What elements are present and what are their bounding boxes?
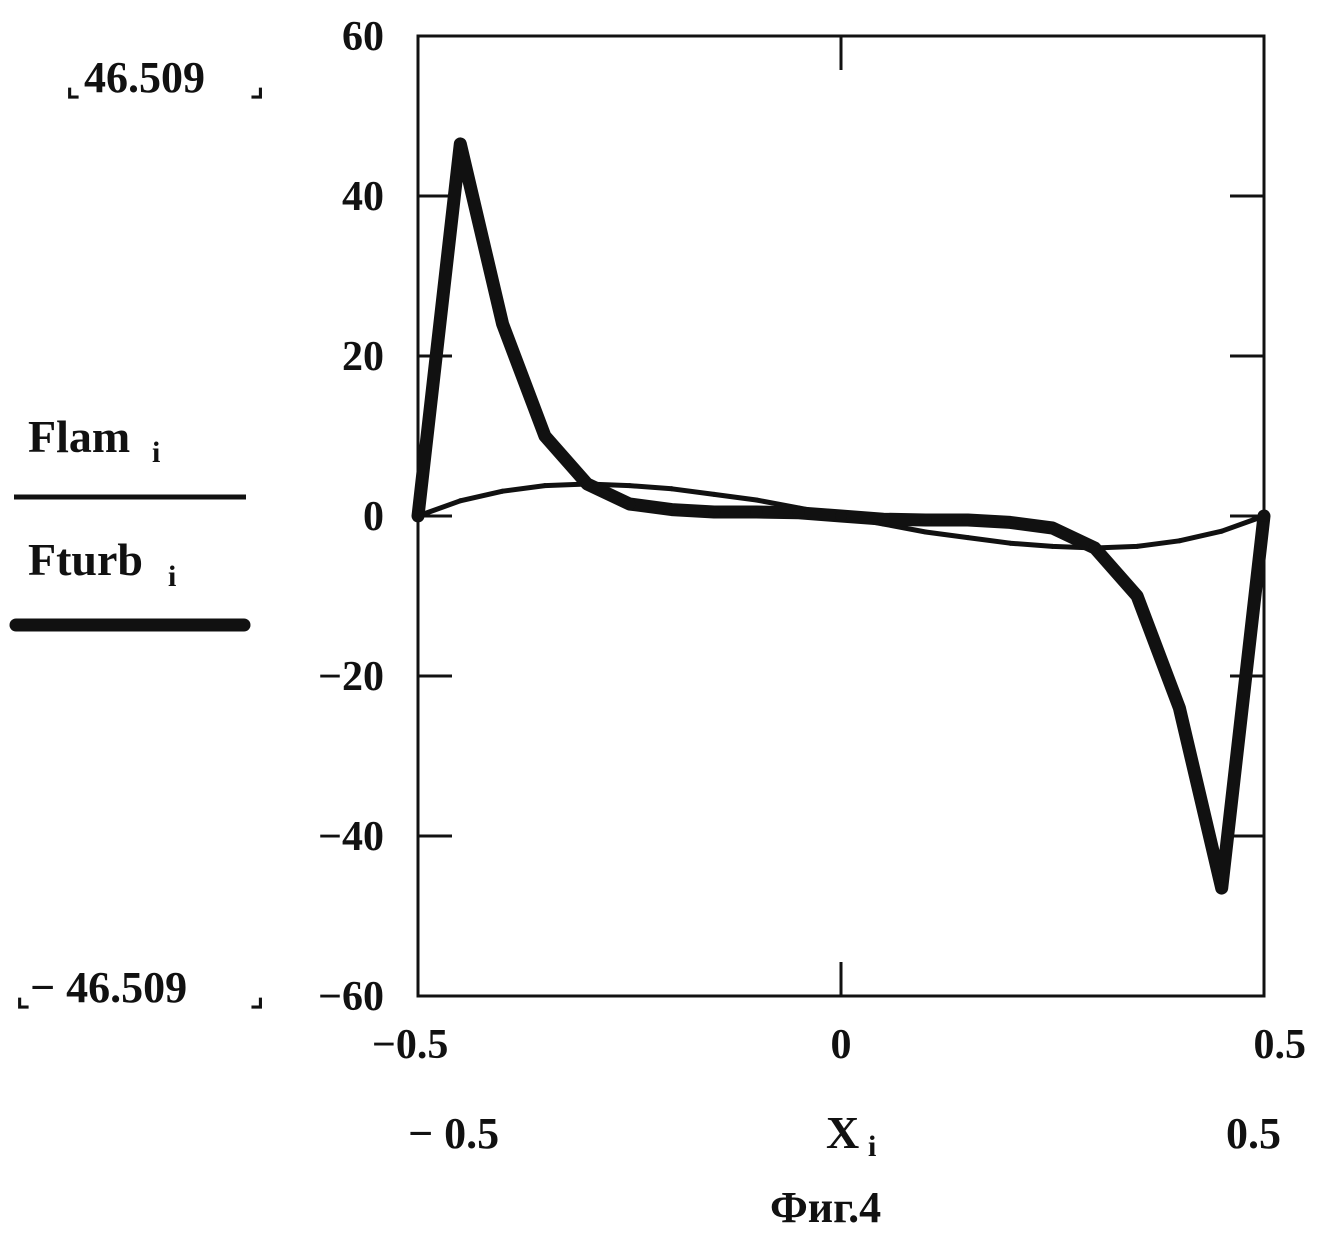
series-point-flam-14 xyxy=(1008,541,1013,546)
y-range-min-bracket-right: ⌟ xyxy=(250,980,264,1013)
series-point-fturb-6 xyxy=(666,504,678,516)
series-point-flam-19 xyxy=(1219,529,1224,534)
series-point-fturb-7 xyxy=(708,506,720,518)
series-layer xyxy=(412,138,1270,894)
series-point-flam-12 xyxy=(923,530,928,535)
figure-caption: Фиг.4 xyxy=(770,1183,881,1232)
series-point-fturb-10 xyxy=(835,510,847,522)
series-point-fturb-19 xyxy=(1216,882,1228,894)
series-point-flam-2 xyxy=(500,489,505,494)
x-ticks: −0.5 0 0.5 xyxy=(372,1022,1306,1068)
x-axis-label-sub: i xyxy=(868,1130,876,1163)
series-point-flam-7 xyxy=(712,492,717,497)
series-point-fturb-2 xyxy=(497,318,509,330)
y-range-max-label: 46.509 xyxy=(84,53,205,102)
series-point-fturb-8 xyxy=(750,506,762,518)
y-range-min-label: − 46.509 xyxy=(30,963,187,1012)
series-point-flam-6 xyxy=(669,486,674,491)
series-point-flam-5 xyxy=(627,483,632,488)
series-point-fturb-5 xyxy=(624,498,636,510)
series-point-flam-18 xyxy=(1177,538,1182,543)
series-point-fturb-3 xyxy=(539,430,551,442)
series-point-fturb-12 xyxy=(920,514,932,526)
series-point-fturb-14 xyxy=(1004,516,1016,528)
legend-flam-sub: i xyxy=(152,436,160,469)
y-tick-label-0: 60 xyxy=(342,14,384,60)
series-point-flam-3 xyxy=(542,483,547,488)
series-point-fturb-20 xyxy=(1258,510,1270,522)
series-point-fturb-9 xyxy=(793,507,805,519)
series-point-fturb-0 xyxy=(412,510,424,522)
y-range-min-bracket-left: ⌞ xyxy=(16,980,30,1013)
y-tick-label-3: 0 xyxy=(363,494,384,540)
x-range-max-label: 0.5 xyxy=(1226,1109,1281,1158)
y-tick-label-4: −20 xyxy=(318,654,384,700)
series-point-fturb-1 xyxy=(454,138,466,150)
x-tick-label-2: 0.5 xyxy=(1254,1022,1307,1068)
series-point-fturb-13 xyxy=(962,514,974,526)
y-tick-label-5: −40 xyxy=(318,814,384,860)
y-tick-label-2: 20 xyxy=(342,334,384,380)
legend-fturb-sub: i xyxy=(168,560,176,593)
series-point-flam-1 xyxy=(458,498,463,503)
series-point-flam-17 xyxy=(1135,544,1140,549)
x-tick-label-0: −0.5 xyxy=(372,1022,448,1068)
series-point-flam-13 xyxy=(965,535,970,540)
x-axis-label: X xyxy=(826,1107,859,1158)
legend-fturb-label: Fturb xyxy=(28,534,143,585)
y-range-max-bracket-left: ⌞ xyxy=(66,70,80,103)
series-point-fturb-11 xyxy=(877,513,889,525)
x-tick-label-1: 0 xyxy=(831,1022,852,1068)
y-tick-label-1: 40 xyxy=(342,174,384,220)
legend-flam-label: Flam xyxy=(28,411,130,462)
series-point-fturb-17 xyxy=(1131,590,1143,602)
series-point-fturb-15 xyxy=(1047,522,1059,534)
series-point-fturb-4 xyxy=(581,478,593,490)
series-point-fturb-18 xyxy=(1173,702,1185,714)
series-point-flam-15 xyxy=(1050,544,1055,549)
series-point-fturb-16 xyxy=(1089,542,1101,554)
x-range-min-label: − 0.5 xyxy=(408,1109,499,1158)
series-point-flam-8 xyxy=(754,498,759,503)
y-range-max-bracket-right: ⌟ xyxy=(250,70,264,103)
y-tick-label-6: −60 xyxy=(318,974,384,1020)
